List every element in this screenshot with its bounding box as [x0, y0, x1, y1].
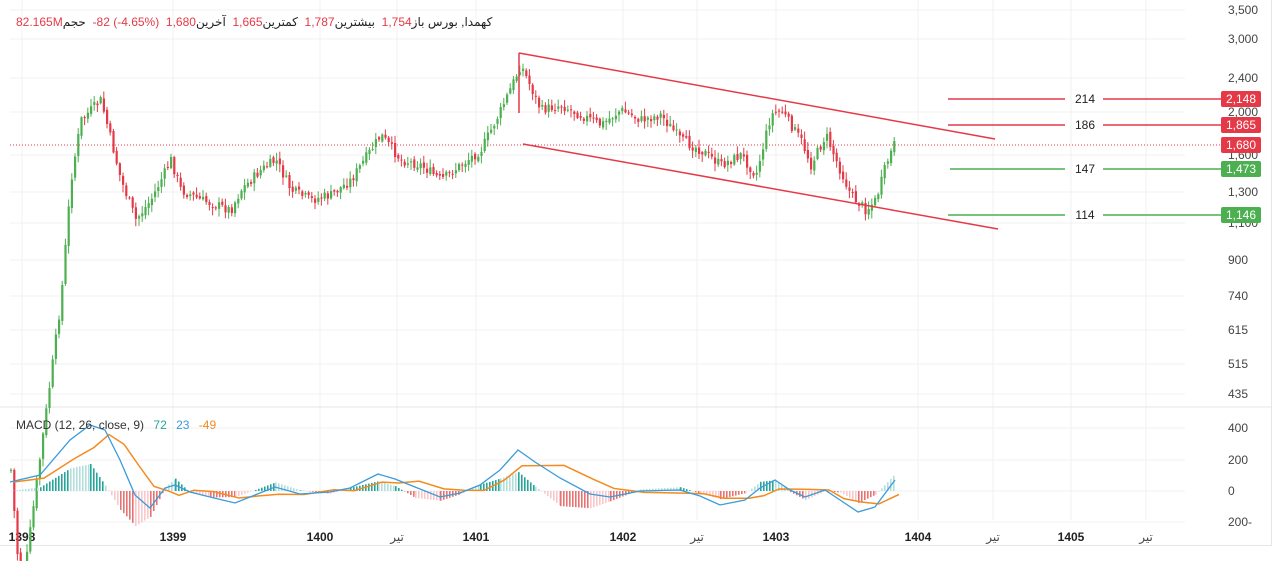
- volume-value: 82.165M: [16, 15, 63, 29]
- time-axis-tick: 1401: [463, 530, 490, 544]
- level-label: 147: [1075, 162, 1095, 176]
- price-badge: [1221, 117, 1261, 133]
- time-axis-tick: تیر: [1138, 530, 1153, 545]
- svg-text:1,680: 1,680: [1226, 138, 1256, 152]
- macd-line: [9, 424, 896, 513]
- price-axis-tick: 435: [1228, 387, 1248, 401]
- price-badge: [1221, 91, 1261, 107]
- svg-text:1,865: 1,865: [1226, 118, 1256, 132]
- svg-text:2,148: 2,148: [1226, 92, 1256, 106]
- channel-upper-line[interactable]: [518, 52, 996, 140]
- price-axis-tick: 2,000: [1228, 105, 1258, 119]
- price-axis-tick: 1,300: [1228, 185, 1258, 199]
- histogram-value: -49: [198, 418, 217, 432]
- close-label: آخرین: [195, 15, 226, 29]
- level-label: 214: [1075, 92, 1095, 106]
- price-axis-tick: 740: [1228, 289, 1248, 303]
- svg-text:1,146: 1,146: [1226, 208, 1256, 222]
- macd-legend[interactable]: MACD (12, 26, close, 9) 72 23 -49: [16, 418, 216, 432]
- time-axis-tick: 1404: [905, 530, 932, 544]
- level-label: 186: [1075, 118, 1095, 132]
- macd-axis-tick: 200: [1228, 453, 1248, 467]
- time-axis-tick: تیر: [389, 530, 404, 545]
- macd-axis-tick: 200-: [1228, 515, 1252, 529]
- candlesticks[interactable]: [10, 63, 896, 561]
- time-axis-tick: تیر: [689, 530, 704, 545]
- price-axis-tick: 615: [1228, 323, 1248, 337]
- price-badge: [1221, 161, 1261, 177]
- svg-text:1,473: 1,473: [1226, 162, 1256, 176]
- macd-axis-tick: 400: [1228, 421, 1248, 435]
- time-axis[interactable]: 1398 1399 1400 تیر 1401 1402 تیر 1403 1404 تیر 140…: [9, 530, 1153, 545]
- open-value: 1,754: [381, 15, 412, 29]
- macd-axis[interactable]: 400 200 0 200-: [1228, 421, 1252, 529]
- high-label: بیشترین: [334, 15, 375, 29]
- price-axis-tick: 515: [1228, 357, 1248, 371]
- channel-lower-line[interactable]: [522, 143, 999, 230]
- time-axis-tick: 1403: [763, 530, 790, 544]
- ohlc-legend: کهمدا, بورس باز 1,754 بیشترین 1,787 کمتر…: [16, 15, 492, 29]
- high-value: 1,787: [304, 15, 335, 29]
- chart-frame: [0, 0, 1272, 546]
- volume-label: حجم: [62, 15, 86, 29]
- time-axis-tick: تیر: [985, 530, 1000, 545]
- grid: [0, 0, 1271, 523]
- price-axis[interactable]: 3,5003,0002,4002,0001,6001,3001,10090074…: [1228, 3, 1258, 401]
- price-axis-tick: 900: [1228, 253, 1248, 267]
- price-axis-tick: 3,500: [1228, 3, 1258, 17]
- change-value: -82 (-4.65%): [92, 15, 160, 29]
- macd-axis-tick: 0: [1228, 484, 1235, 498]
- time-axis-tick: 1399: [160, 530, 187, 544]
- macd-title: MACD (12, 26, close, 9): [16, 418, 145, 432]
- macd-value: 72: [153, 418, 167, 432]
- open-label: باز: [411, 15, 425, 29]
- price-axis-tick: 2,400: [1228, 71, 1258, 85]
- low-value: 1,665: [232, 15, 263, 29]
- current-price-badge: [1221, 137, 1261, 153]
- price-badge: [1221, 207, 1261, 223]
- close-value: 1,680: [165, 15, 196, 29]
- time-axis-tick: 1402: [610, 530, 637, 544]
- symbol-name: کهمدا, بورس: [427, 15, 493, 29]
- time-axis-tick: 1398: [9, 530, 36, 544]
- level-label: 114: [1075, 208, 1094, 222]
- macd-signal-line: [13, 433, 900, 505]
- price-levels[interactable]: 214 2,148 186 1,865 147 1,473 114 1,146: [948, 91, 1261, 223]
- signal-value: 23: [176, 418, 190, 432]
- time-axis-tick: 1400: [307, 530, 334, 544]
- price-axis-tick: 3,000: [1228, 32, 1258, 46]
- low-label: کمترین: [262, 15, 298, 29]
- time-axis-tick: 1405: [1058, 530, 1085, 544]
